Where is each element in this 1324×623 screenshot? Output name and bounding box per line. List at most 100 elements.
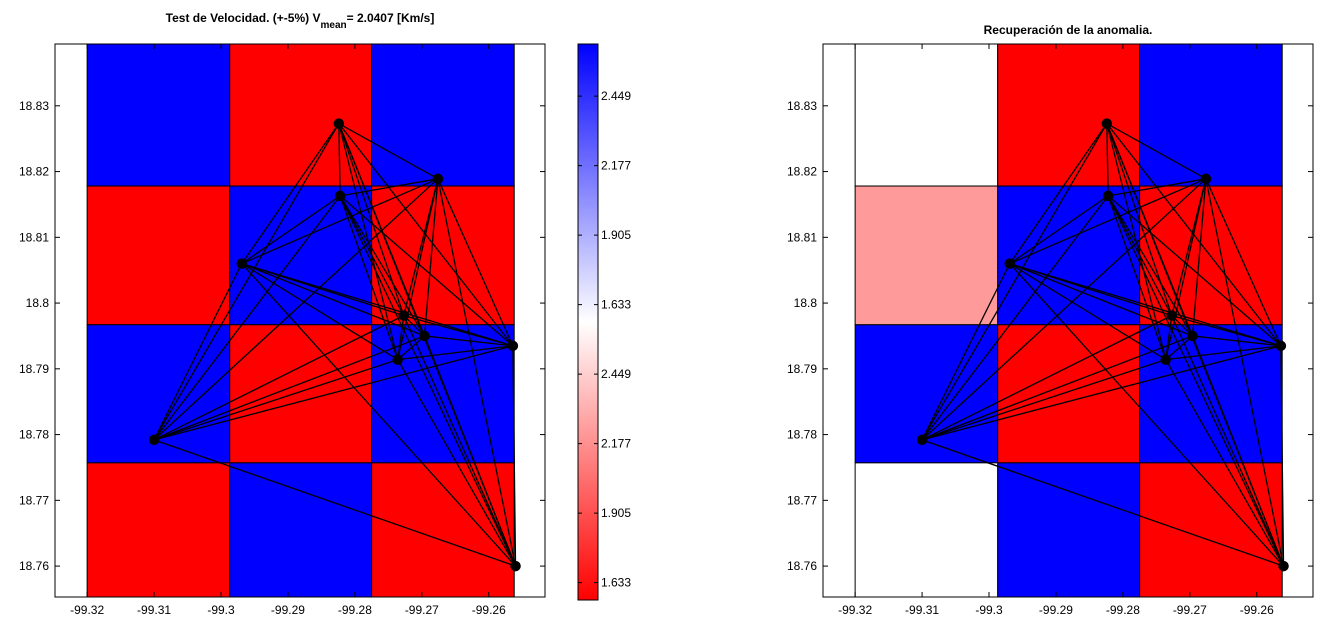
station [1004, 258, 1016, 269]
colorbar [577, 43, 599, 601]
ray-path [1108, 178, 1207, 197]
ray-path [403, 314, 514, 347]
ray-path [397, 359, 517, 567]
x-tick-label: -99.32 [70, 603, 104, 617]
ray-path [1009, 262, 1282, 347]
station [1166, 310, 1178, 321]
ray-path [403, 315, 517, 567]
y-tick-label: 18.77 [19, 493, 49, 507]
cell [1139, 462, 1283, 598]
y-tick-label: 18.78 [19, 428, 49, 442]
ray-path [1106, 122, 1207, 180]
station [236, 258, 248, 269]
ray-path [153, 314, 405, 441]
ray-path [1171, 315, 1285, 567]
ray-path [1165, 315, 1173, 360]
colorbar-tick-label: 2.449 [601, 89, 631, 103]
colorbar-tick-label: 1.905 [601, 506, 631, 520]
cell [997, 43, 1141, 187]
ray-path [1107, 195, 1173, 316]
cell [229, 462, 373, 598]
ray-path [921, 123, 1108, 441]
station [510, 560, 521, 572]
cell [854, 185, 999, 326]
chart-title: Recuperación de la anomalia. [984, 23, 1153, 37]
cell [1139, 185, 1283, 326]
cell [1139, 43, 1283, 187]
station [432, 173, 444, 185]
ray-path [1009, 195, 1109, 265]
ray-path [921, 195, 1109, 441]
ray-path [339, 195, 399, 360]
cell [371, 43, 515, 187]
ray-path [153, 123, 340, 441]
y-tick-label: 18.8 [26, 296, 50, 310]
ray-path [397, 315, 405, 360]
station [334, 190, 346, 202]
colorbar-tick-label: 1.905 [601, 228, 631, 242]
y-tick-label: 18.82 [787, 165, 817, 179]
ray-path [437, 178, 517, 567]
ray-path [340, 178, 439, 197]
x-tick-label: -99.28 [1106, 603, 1140, 617]
ray-path [1165, 359, 1285, 567]
ray-path [921, 178, 1207, 441]
ray-path [1009, 178, 1207, 265]
chart-title: Test de Velocidad. (+-5%) Vmean= 2.0407 … [166, 11, 435, 31]
ray-path [338, 123, 341, 196]
station [333, 118, 345, 129]
y-tick-label: 18.79 [19, 362, 49, 376]
x-tick-label: -99.31 [137, 603, 171, 617]
ray-path [241, 195, 341, 265]
cell [86, 462, 231, 598]
x-tick-label: -99.3 [207, 603, 235, 617]
ray-path [1107, 195, 1194, 337]
ray-path [1107, 195, 1285, 567]
y-tick-label: 18.82 [19, 165, 49, 179]
x-tick-label: -99.26 [1240, 603, 1274, 617]
cell [854, 462, 999, 598]
axes-box [822, 43, 1314, 598]
ray-path [153, 335, 425, 441]
station [398, 310, 410, 321]
ray-path [241, 123, 340, 264]
station [419, 330, 430, 342]
ray-path [339, 195, 426, 337]
ray-path [339, 195, 517, 567]
ray-path [241, 178, 439, 265]
colorbar-tick-label: 2.177 [601, 159, 631, 173]
ray-path [921, 314, 1173, 441]
x-tick-label: -99.27 [405, 603, 439, 617]
cell [997, 324, 1141, 464]
y-tick-label: 18.76 [787, 559, 817, 573]
cell [86, 185, 231, 326]
station [1160, 354, 1171, 365]
ray-path [339, 195, 405, 316]
ray-path [241, 263, 399, 361]
y-tick-label: 18.83 [19, 99, 49, 113]
station [392, 354, 403, 365]
station [1101, 118, 1113, 129]
ray-path [1165, 178, 1207, 360]
ray-path [424, 335, 513, 347]
cell [229, 324, 373, 464]
ray-path [397, 335, 425, 361]
title-end: = 2.0407 [Km/s] [347, 11, 435, 25]
colorbar-tick-label: 1.633 [601, 298, 631, 312]
ray-path [241, 263, 517, 567]
y-tick-label: 18.8 [794, 296, 818, 310]
x-tick-label: -99.3 [975, 603, 1003, 617]
ray-path [512, 345, 517, 567]
ray-path [1165, 345, 1281, 361]
ray-path [153, 345, 514, 441]
ray-path [1009, 263, 1285, 567]
colorbar-tick-label: 2.449 [601, 367, 631, 381]
x-tick-label: -99.29 [1039, 603, 1073, 617]
ray-path [1191, 335, 1285, 567]
ray-path [921, 439, 1284, 567]
x-tick-label: -99.29 [271, 603, 305, 617]
y-tick-label: 18.81 [19, 230, 49, 244]
cell [997, 462, 1141, 598]
